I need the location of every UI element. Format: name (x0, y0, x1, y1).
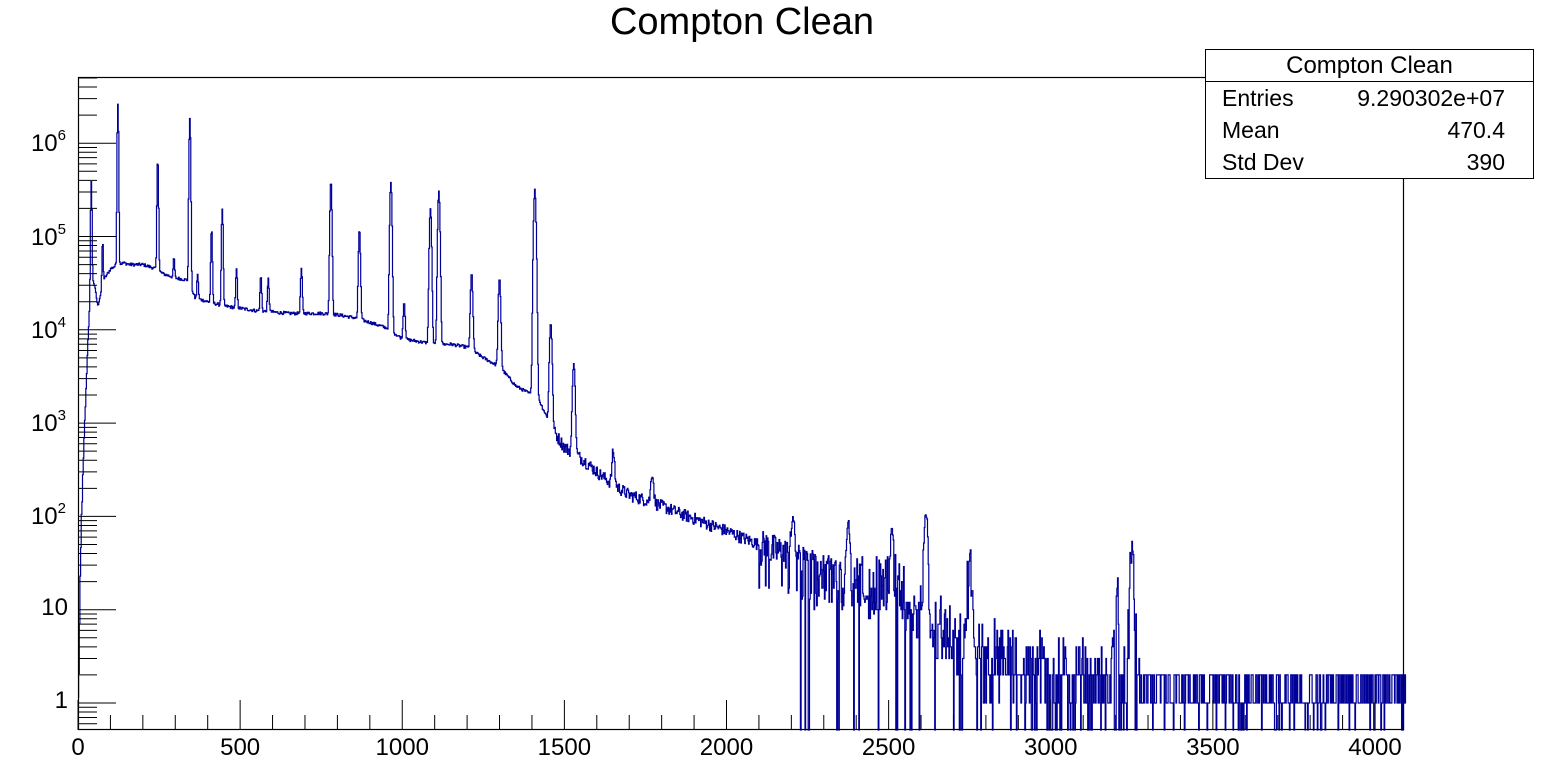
x-tick-label: 1500 (537, 734, 592, 761)
stats-label: Mean (1222, 117, 1280, 143)
stats-value: 390 (1466, 149, 1505, 175)
x-tick-label: 4000 (1348, 734, 1402, 761)
x-tick-label: 2000 (699, 734, 754, 761)
stats-label: Std Dev (1222, 149, 1304, 175)
x-tick-label: 3500 (1186, 734, 1240, 761)
x-tick-label: 2500 (861, 734, 916, 761)
y-tick-label: 105 (30, 220, 66, 251)
x-tick-label: 3000 (1024, 734, 1078, 761)
y-tick-label: 103 (30, 407, 66, 438)
y-tick-label: 102 (30, 500, 66, 531)
spectrum-polyline (77, 103, 1407, 731)
spectrum-line (77, 103, 1407, 731)
plot-frame (77, 76, 1405, 731)
x-tick-label: 1000 (375, 734, 429, 761)
stats-label: Entries (1222, 85, 1294, 111)
stats-row-stddev: Std Dev 390 (1206, 146, 1533, 178)
stats-value: 470.4 (1447, 117, 1505, 143)
stats-box: Compton Clean Entries 9.290302e+07 Mean … (1205, 49, 1534, 179)
stats-row-entries: Entries 9.290302e+07 (1206, 82, 1533, 114)
y-tick-label: 10 (41, 593, 68, 621)
chart-title: Compton Clean (609, 1, 875, 43)
stats-value: 9.290302e+07 (1357, 85, 1505, 111)
y-tick-label: 106 (30, 127, 66, 158)
stats-row-mean: Mean 470.4 (1206, 114, 1533, 146)
x-tick-label: 0 (71, 734, 85, 761)
x-axis-ticks (77, 700, 1376, 730)
y-tick-label: 1 (54, 687, 68, 714)
x-tick-label: 500 (220, 734, 261, 761)
y-axis-ticks (78, 77, 116, 725)
y-tick-label: 104 (30, 313, 66, 344)
stats-box-title: Compton Clean (1206, 50, 1533, 82)
